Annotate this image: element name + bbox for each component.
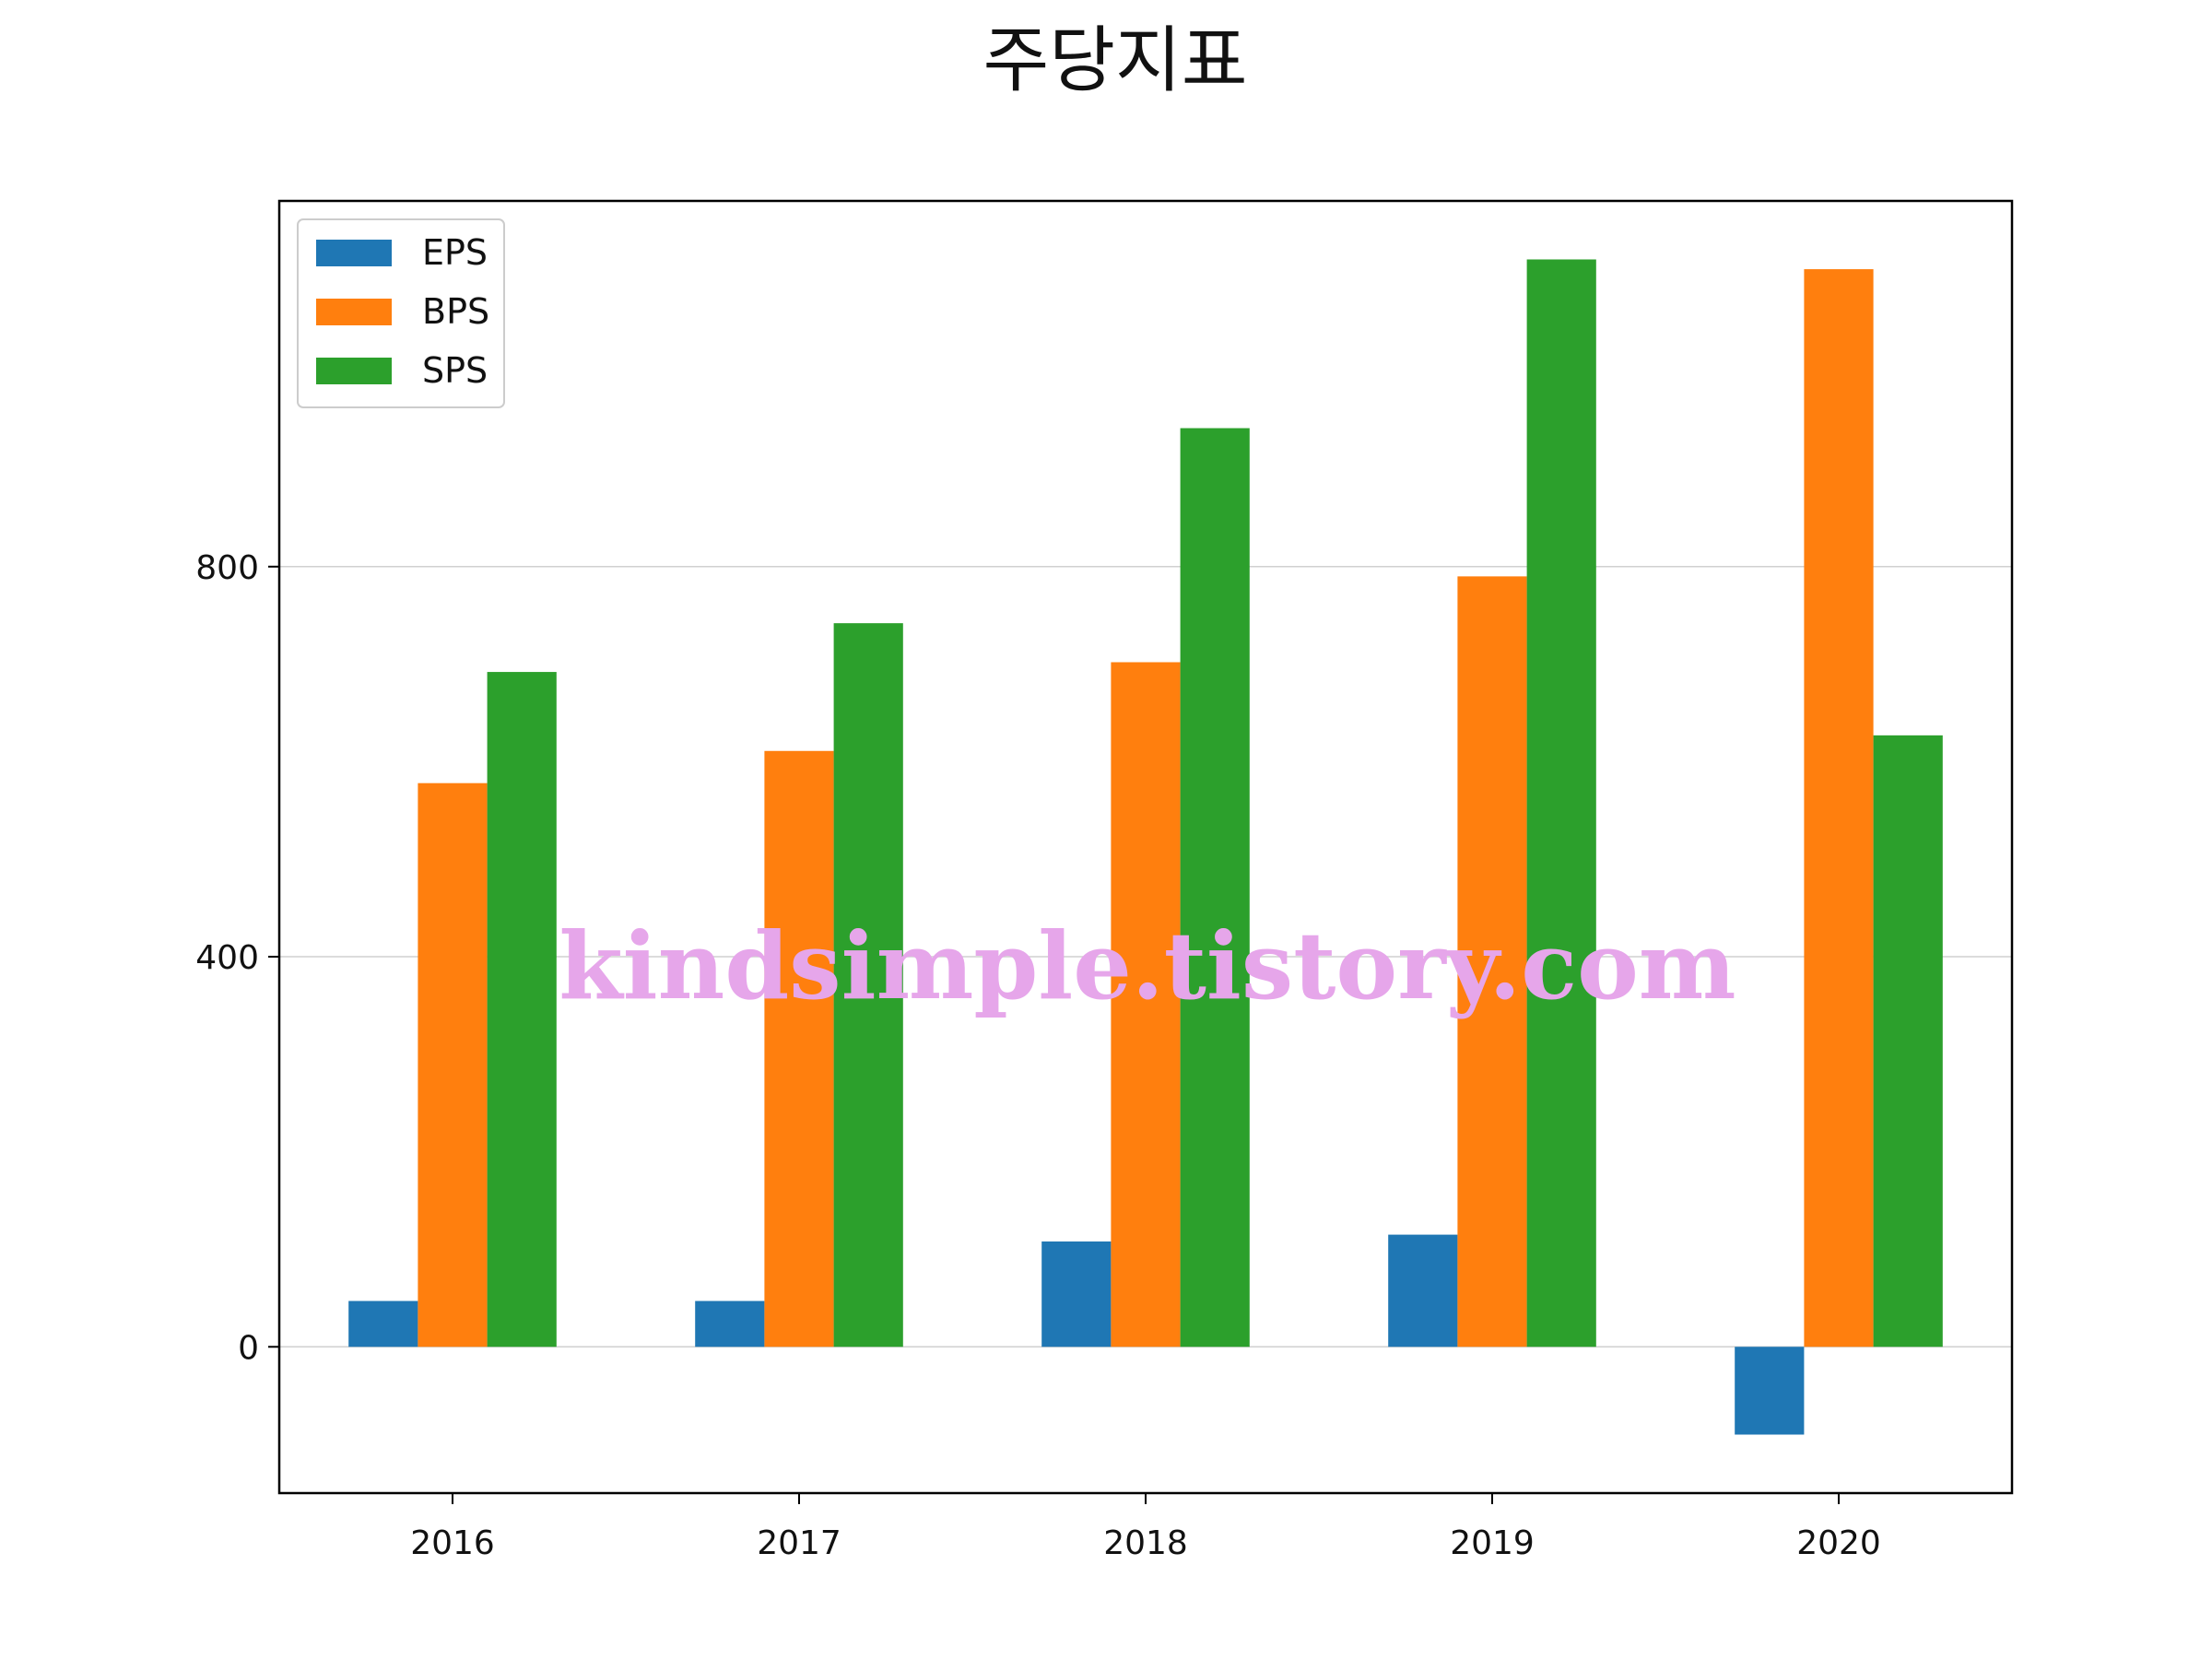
- x-tick-label-2016: 2016: [410, 1524, 495, 1562]
- legend-swatch-eps: [316, 240, 392, 266]
- bar-bps-2016: [418, 782, 488, 1347]
- x-tick-label-2017: 2017: [757, 1524, 841, 1562]
- y-tick-label-1: 400: [195, 939, 259, 977]
- x-axis: 2016 2017 2018 2019 2020: [410, 1493, 1881, 1562]
- bar-bps-2019: [1457, 576, 1527, 1347]
- bar-sps-2016: [487, 672, 557, 1347]
- bar-eps-2016: [348, 1300, 418, 1347]
- bar-bps-2020: [1804, 269, 1874, 1347]
- legend-label-eps: EPS: [422, 232, 488, 273]
- legend-label-bps: BPS: [422, 291, 489, 332]
- bars: [348, 259, 1943, 1435]
- bar-sps-2019: [1526, 259, 1596, 1347]
- bar-bps-2018: [1111, 662, 1181, 1347]
- y-axis: 0 400 800: [195, 549, 279, 1367]
- y-tick-label-0: 0: [238, 1329, 259, 1367]
- legend-swatch-bps: [316, 299, 392, 325]
- chart-title: 주당지표: [982, 19, 1247, 102]
- legend: EPS BPS SPS: [297, 218, 505, 408]
- bar-eps-2019: [1388, 1234, 1458, 1347]
- y-tick-label-2: 800: [195, 549, 259, 587]
- bar-sps-2020: [1873, 735, 1943, 1347]
- bar-eps-2020: [1735, 1347, 1805, 1435]
- x-tick-label-2020: 2020: [1796, 1524, 1881, 1562]
- legend-label-sps: SPS: [422, 350, 488, 391]
- x-tick-label-2018: 2018: [1103, 1524, 1188, 1562]
- watermark: kindsimple.tistory.com: [559, 912, 1735, 1020]
- bar-sps-2018: [1180, 428, 1250, 1347]
- bar-sps-2017: [833, 623, 903, 1347]
- bar-bps-2017: [764, 750, 834, 1347]
- x-tick-label-2019: 2019: [1450, 1524, 1535, 1562]
- legend-swatch-sps: [316, 358, 392, 384]
- bar-eps-2018: [1041, 1241, 1112, 1347]
- bar-eps-2017: [695, 1300, 765, 1347]
